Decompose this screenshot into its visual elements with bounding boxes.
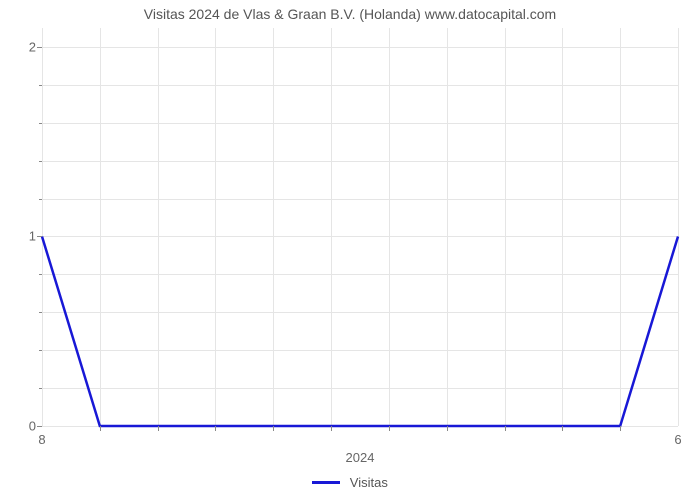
x-secondary-label: 2024 <box>346 450 375 465</box>
x-minor-tick <box>331 426 332 431</box>
y-minor-tick <box>39 388 42 389</box>
y-minor-tick <box>39 85 42 86</box>
x-minor-tick <box>505 426 506 431</box>
x-minor-tick <box>273 426 274 431</box>
y-tick-label: 0 <box>6 419 36 434</box>
y-minor-tick <box>39 161 42 162</box>
x-minor-tick <box>389 426 390 431</box>
y-tick-mark <box>37 426 42 427</box>
y-minor-tick <box>39 312 42 313</box>
legend-label: Visitas <box>350 475 388 490</box>
y-minor-tick <box>39 350 42 351</box>
x-minor-tick <box>100 426 101 431</box>
y-minor-tick <box>39 274 42 275</box>
chart-container: Visitas 2024 de Vlas & Graan B.V. (Holan… <box>0 0 700 500</box>
x-tick-label: 6 <box>674 432 681 447</box>
x-minor-tick <box>620 426 621 431</box>
x-minor-tick <box>158 426 159 431</box>
y-tick-label: 1 <box>6 229 36 244</box>
y-minor-tick <box>39 123 42 124</box>
x-minor-tick <box>447 426 448 431</box>
y-tick-mark <box>37 236 42 237</box>
legend-swatch <box>312 481 340 484</box>
y-tick-label: 2 <box>6 39 36 54</box>
x-minor-tick <box>562 426 563 431</box>
line-series <box>42 28 678 426</box>
grid-vline <box>678 28 679 426</box>
x-tick-label: 8 <box>38 432 45 447</box>
plot-area <box>42 28 678 426</box>
legend: Visitas <box>0 474 700 490</box>
x-minor-tick <box>215 426 216 431</box>
series-Visitas <box>42 236 678 426</box>
chart-title: Visitas 2024 de Vlas & Graan B.V. (Holan… <box>0 6 700 22</box>
y-tick-mark <box>37 47 42 48</box>
y-minor-tick <box>39 199 42 200</box>
